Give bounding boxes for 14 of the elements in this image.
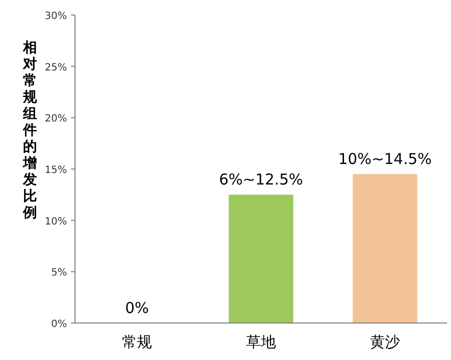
data-label: 6%~12.5% (218, 170, 304, 189)
data-label: 0% (125, 299, 149, 317)
y-tick-label: 30% (44, 11, 67, 22)
x-tick-label: 草地 (246, 333, 276, 351)
y-tick-label: 15% (44, 165, 67, 176)
x-tick-label: 黄沙 (370, 333, 400, 351)
x-tick-label: 常规 (122, 333, 152, 351)
data-label: 10%~14.5% (338, 150, 432, 168)
y-tick-label: 0% (51, 319, 67, 330)
y-tick-label: 25% (44, 62, 67, 74)
text: 相对常规组件的增发比例 (23, 40, 37, 221)
y-tick-label: 5% (51, 268, 67, 279)
y-tick-label: 10% (44, 216, 67, 228)
y-tick-label: 20% (44, 114, 67, 125)
